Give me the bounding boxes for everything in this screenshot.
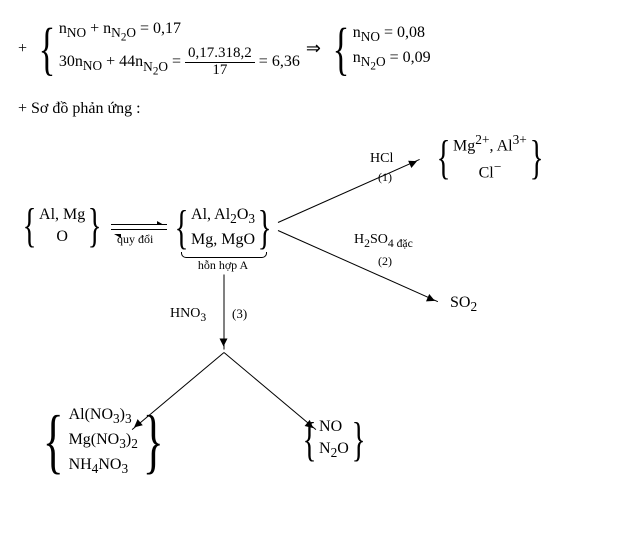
salt-1: Al(NO3)3 <box>69 404 138 429</box>
equation-system: + { nNO + nN2O = 0,17 30nNO + 44nN2O = 0… <box>18 18 623 88</box>
plus-sign: + <box>18 40 27 58</box>
brace-icon: { <box>303 420 317 460</box>
gas-2: N2O <box>319 438 349 463</box>
arrow-hcl <box>278 159 420 223</box>
salt-2: Mg(NO3)2 <box>69 429 138 454</box>
step-3-label: (3) <box>232 306 247 322</box>
reactants-l2: O <box>39 226 85 248</box>
brace-icon: { <box>43 410 64 472</box>
reactants-group: { Al, Mg O { <box>18 204 106 249</box>
ionic-products-group: { Mg2+, Al3+ Cl− { <box>432 131 548 184</box>
salt-3: NH4NO3 <box>69 454 138 479</box>
quy-doi-label: quy đổi <box>117 232 153 247</box>
mixture-a-group: { Al, Al2O3 Mg, MgO { <box>170 204 276 251</box>
ionic-l2: Cl− <box>453 158 527 185</box>
mixture-l2: Mg, MgO <box>191 229 255 251</box>
section-heading: + Sơ đồ phản ứng : <box>18 100 623 118</box>
brace-icon: { <box>351 420 365 460</box>
brace-icon: { <box>332 24 349 74</box>
so2-product: SO2 <box>450 294 477 315</box>
gas-products-group: { NO N2O { <box>298 416 370 463</box>
brace-icon: { <box>437 138 451 178</box>
brace-icon: { <box>529 138 543 178</box>
step-1-label: (1) <box>378 170 392 185</box>
reaction-diagram: { Al, Mg O { quy đổi { Al, Al2O3 Mg, MgO… <box>18 126 623 486</box>
brace-icon: { <box>175 208 189 248</box>
fraction-den: 17 <box>185 62 255 79</box>
ionic-l1: Mg2+, Al3+ <box>453 131 527 158</box>
fraction: 0,17.318,2 17 <box>185 46 255 79</box>
brace-icon: { <box>23 206 37 246</box>
sys1-row2: 30nNO + 44nN2O = 0,17.318,2 17 = 6,36 <box>59 46 300 79</box>
sys1-lhs: 30nNO + 44nN2O = <box>59 53 181 70</box>
implies-arrow: ⇒ <box>306 38 321 59</box>
sys1-row1: nNO + nN2O = 0,17 <box>59 18 300 46</box>
hno3-label: HNO3 <box>170 306 206 324</box>
step-2-label: (2) <box>378 254 392 269</box>
system-1: nNO + nN2O = 0,17 30nNO + 44nN2O = 0,17.… <box>59 18 300 80</box>
sys2-row1: nNO = 0,08 <box>353 22 431 47</box>
brace-icon: { <box>88 206 102 246</box>
sys2-row2: nN2O = 0,09 <box>353 47 431 75</box>
brace-icon: { <box>258 208 272 248</box>
sys1-rhs: = 6,36 <box>259 53 300 70</box>
arrow-hno3-down <box>224 275 225 350</box>
nitrate-salts-group: { Al(NO3)3 Mg(NO3)2 NH4NO3 { <box>36 404 170 479</box>
system-2: nNO = 0,08 nN2O = 0,09 <box>353 22 431 75</box>
reactants-l1: Al, Mg <box>39 204 85 226</box>
mixture-label: hỗn hợp A <box>181 258 265 273</box>
brace-icon: { <box>39 24 56 74</box>
mixture-l1: Al, Al2O3 <box>191 204 255 229</box>
fraction-num: 0,17.318,2 <box>185 46 255 62</box>
gas-1: NO <box>319 416 349 438</box>
brace-icon: { <box>143 410 164 472</box>
hcl-label: HCl <box>370 151 393 167</box>
h2so4-label: H2SO4 đặc <box>354 232 413 250</box>
